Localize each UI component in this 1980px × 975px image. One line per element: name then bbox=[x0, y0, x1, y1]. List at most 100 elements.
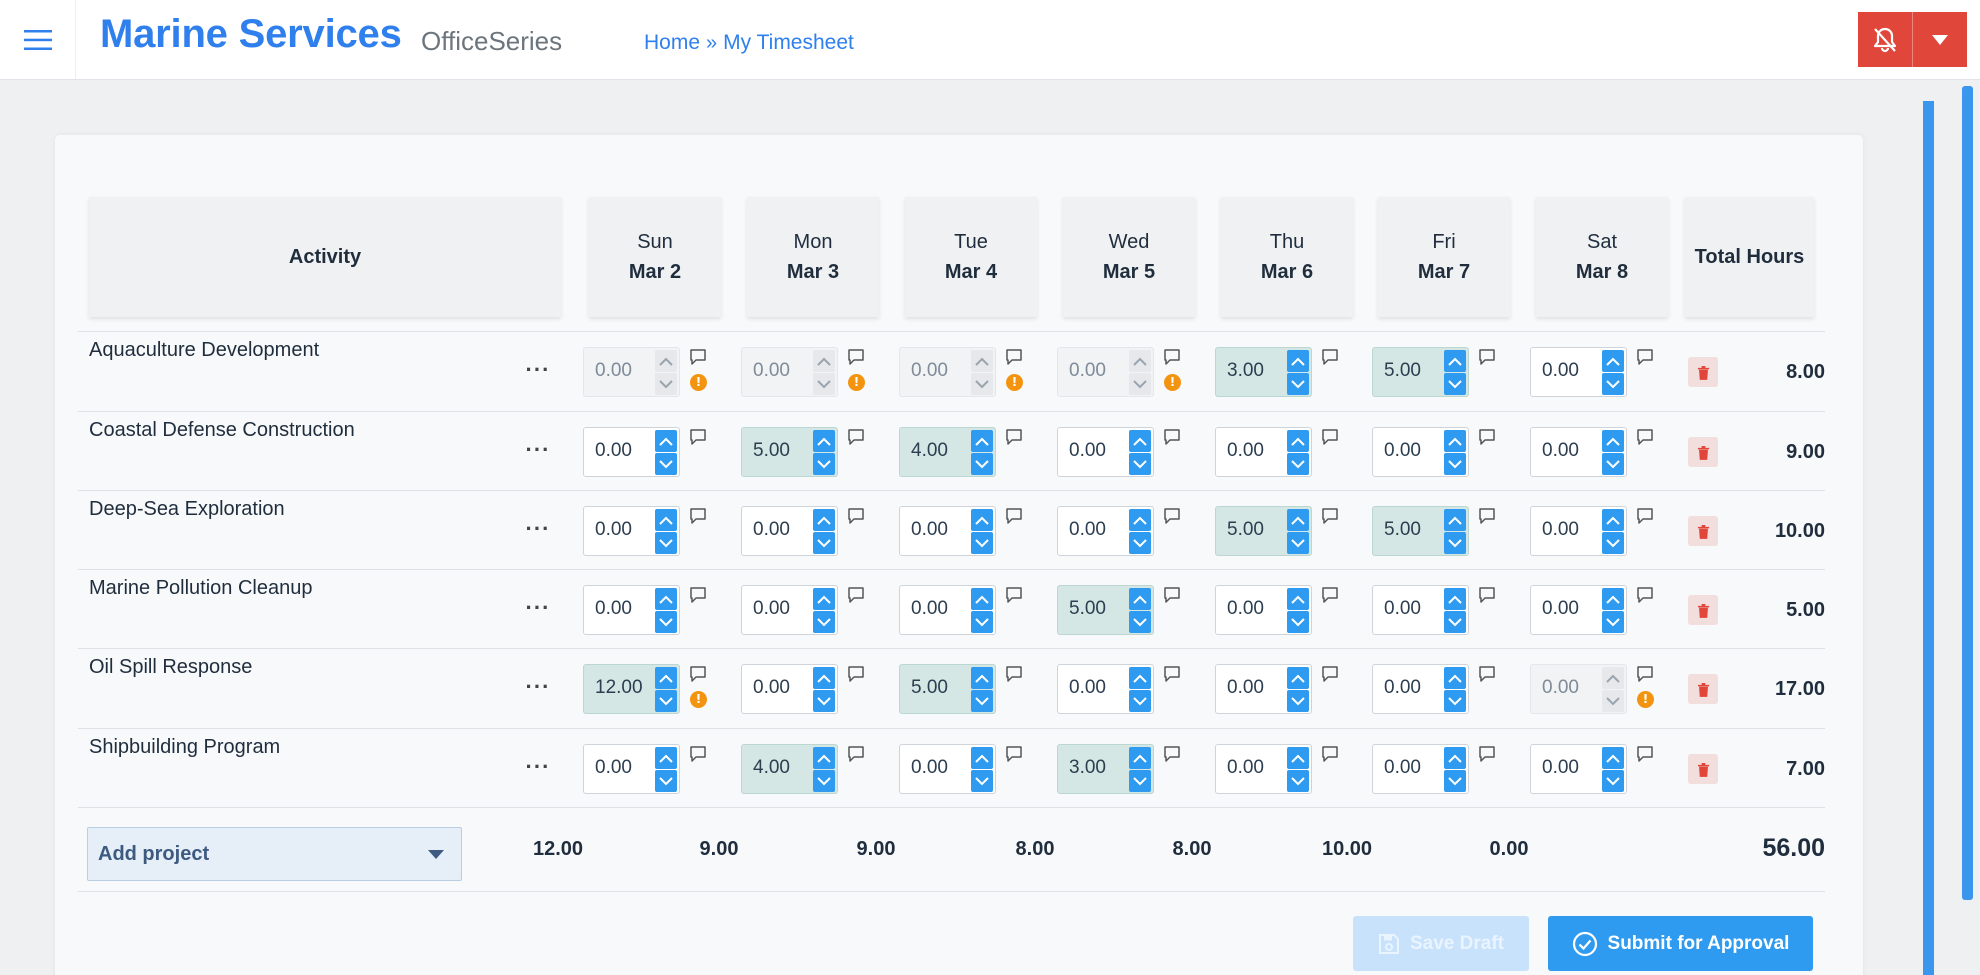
comment-icon[interactable] bbox=[847, 745, 865, 763]
comment-icon[interactable] bbox=[1163, 586, 1181, 604]
decrement-button[interactable] bbox=[971, 611, 993, 633]
comment-icon[interactable] bbox=[1636, 745, 1654, 763]
comment-icon[interactable] bbox=[1636, 428, 1654, 446]
comment-icon[interactable] bbox=[1005, 428, 1023, 446]
increment-button[interactable] bbox=[1129, 747, 1151, 769]
decrement-button[interactable] bbox=[1287, 532, 1309, 554]
hours-input[interactable]: 0.00 bbox=[1057, 664, 1154, 714]
decrement-button[interactable] bbox=[1287, 770, 1309, 792]
increment-button[interactable] bbox=[1444, 430, 1466, 452]
hours-input[interactable]: 0.00 bbox=[899, 506, 996, 556]
decrement-button[interactable] bbox=[813, 611, 835, 633]
hours-input[interactable]: 0.00 bbox=[1372, 664, 1469, 714]
increment-button[interactable] bbox=[1287, 747, 1309, 769]
hours-input[interactable]: 5.00 bbox=[1215, 506, 1312, 556]
comment-icon[interactable] bbox=[847, 348, 865, 366]
comment-icon[interactable] bbox=[1636, 348, 1654, 366]
hours-input[interactable]: 0.00 bbox=[741, 506, 838, 556]
increment-button[interactable] bbox=[1444, 350, 1466, 372]
comment-icon[interactable] bbox=[847, 665, 865, 683]
hours-input[interactable]: 0.00 bbox=[1530, 744, 1627, 794]
decrement-button[interactable] bbox=[655, 453, 677, 475]
decrement-button[interactable] bbox=[1129, 453, 1151, 475]
decrement-button[interactable] bbox=[1444, 373, 1466, 395]
hours-input[interactable]: 3.00 bbox=[1057, 744, 1154, 794]
decrement-button[interactable] bbox=[813, 453, 835, 475]
increment-button[interactable] bbox=[1287, 667, 1309, 689]
delete-row-button[interactable] bbox=[1688, 357, 1718, 387]
decrement-button[interactable] bbox=[1444, 532, 1466, 554]
decrement-button[interactable] bbox=[1129, 690, 1151, 712]
comment-icon[interactable] bbox=[689, 745, 707, 763]
hours-input[interactable]: 0.00 bbox=[1215, 664, 1312, 714]
comment-icon[interactable] bbox=[689, 665, 707, 683]
hours-input[interactable]: 0.00 bbox=[1215, 585, 1312, 635]
comment-icon[interactable] bbox=[1163, 745, 1181, 763]
decrement-button[interactable] bbox=[971, 770, 993, 792]
hours-input[interactable]: 0.00 bbox=[741, 585, 838, 635]
more-options-icon[interactable]: ··· bbox=[525, 595, 551, 620]
comment-icon[interactable] bbox=[847, 507, 865, 525]
breadcrumb-home-link[interactable]: Home bbox=[644, 31, 701, 54]
hours-input[interactable]: 3.00 bbox=[1215, 347, 1312, 397]
hours-input[interactable]: 0.00 bbox=[1215, 744, 1312, 794]
decrement-button[interactable] bbox=[655, 690, 677, 712]
increment-button[interactable] bbox=[813, 747, 835, 769]
decrement-button[interactable] bbox=[1602, 770, 1624, 792]
increment-button[interactable] bbox=[1287, 430, 1309, 452]
decrement-button[interactable] bbox=[1287, 611, 1309, 633]
increment-button[interactable] bbox=[1602, 509, 1624, 531]
hours-input[interactable]: 5.00 bbox=[1057, 585, 1154, 635]
delete-row-button[interactable] bbox=[1688, 674, 1718, 704]
decrement-button[interactable] bbox=[971, 532, 993, 554]
delete-row-button[interactable] bbox=[1688, 595, 1718, 625]
decrement-button[interactable] bbox=[655, 770, 677, 792]
increment-button[interactable] bbox=[971, 747, 993, 769]
hours-input[interactable]: 0.00 bbox=[1372, 744, 1469, 794]
decrement-button[interactable] bbox=[1129, 770, 1151, 792]
hours-input[interactable]: 0.00 bbox=[1530, 506, 1627, 556]
hours-input[interactable]: 0.00 bbox=[583, 744, 680, 794]
hours-input[interactable]: 0.00 bbox=[1057, 506, 1154, 556]
comment-icon[interactable] bbox=[1636, 507, 1654, 525]
hours-input[interactable]: 4.00 bbox=[741, 744, 838, 794]
hours-input[interactable]: 4.00 bbox=[899, 427, 996, 477]
increment-button[interactable] bbox=[1602, 350, 1624, 372]
notifications-button[interactable] bbox=[1858, 12, 1913, 67]
increment-button[interactable] bbox=[813, 509, 835, 531]
comment-icon[interactable] bbox=[847, 586, 865, 604]
decrement-button[interactable] bbox=[813, 690, 835, 712]
decrement-button[interactable] bbox=[1602, 611, 1624, 633]
decrement-button[interactable] bbox=[813, 770, 835, 792]
hours-input[interactable]: 12.00 bbox=[583, 664, 680, 714]
increment-button[interactable] bbox=[1129, 509, 1151, 531]
decrement-button[interactable] bbox=[1129, 532, 1151, 554]
comment-icon[interactable] bbox=[1478, 665, 1496, 683]
increment-button[interactable] bbox=[1444, 667, 1466, 689]
comment-icon[interactable] bbox=[689, 507, 707, 525]
increment-button[interactable] bbox=[1444, 588, 1466, 610]
comment-icon[interactable] bbox=[1478, 507, 1496, 525]
comment-icon[interactable] bbox=[1005, 745, 1023, 763]
comment-icon[interactable] bbox=[1321, 665, 1339, 683]
delete-row-button[interactable] bbox=[1688, 754, 1718, 784]
comment-icon[interactable] bbox=[1321, 507, 1339, 525]
comment-icon[interactable] bbox=[1321, 428, 1339, 446]
delete-row-button[interactable] bbox=[1688, 437, 1718, 467]
hours-input[interactable]: 0.00 bbox=[1372, 585, 1469, 635]
submit-for-approval-button[interactable]: Submit for Approval bbox=[1548, 916, 1813, 971]
decrement-button[interactable] bbox=[1444, 611, 1466, 633]
decrement-button[interactable] bbox=[1287, 690, 1309, 712]
comment-icon[interactable] bbox=[1163, 507, 1181, 525]
hours-input[interactable]: 5.00 bbox=[1372, 506, 1469, 556]
increment-button[interactable] bbox=[1602, 430, 1624, 452]
hours-input[interactable]: 5.00 bbox=[899, 664, 996, 714]
comment-icon[interactable] bbox=[1478, 745, 1496, 763]
increment-button[interactable] bbox=[971, 509, 993, 531]
hours-input[interactable]: 0.00 bbox=[1530, 347, 1627, 397]
delete-row-button[interactable] bbox=[1688, 516, 1718, 546]
comment-icon[interactable] bbox=[1478, 428, 1496, 446]
comment-icon[interactable] bbox=[1321, 586, 1339, 604]
hours-input[interactable]: 0.00 bbox=[1372, 427, 1469, 477]
increment-button[interactable] bbox=[1287, 509, 1309, 531]
